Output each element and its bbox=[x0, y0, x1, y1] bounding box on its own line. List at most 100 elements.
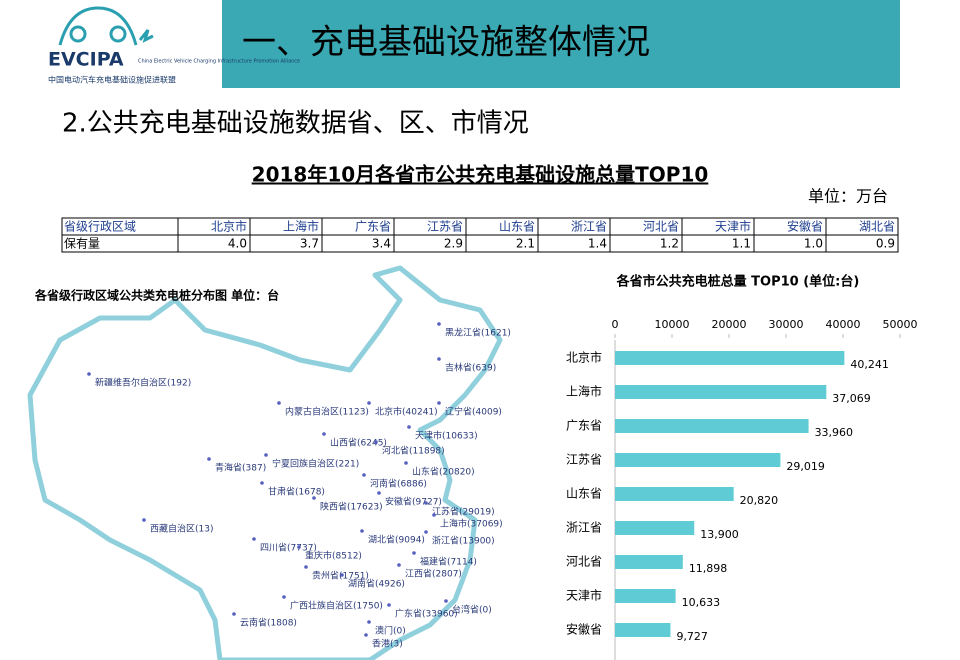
map-dot bbox=[340, 573, 344, 577]
table-text: 湖北省 bbox=[859, 219, 895, 234]
map-dot bbox=[277, 401, 281, 405]
map-dot bbox=[367, 401, 371, 405]
map-label: 上海市(37069) bbox=[440, 518, 503, 530]
map-dot bbox=[207, 457, 211, 461]
map-dot bbox=[260, 481, 264, 485]
map-dot bbox=[87, 372, 91, 376]
bar bbox=[615, 521, 695, 535]
bar-chart: 0 10000 20000 30000 40000 50000 北京市 40,241 上海市 37… bbox=[566, 318, 918, 660]
x-tick-label: 50000 bbox=[883, 318, 918, 331]
table-text: 3.7 bbox=[300, 237, 319, 251]
map-outline bbox=[27, 265, 503, 660]
map-title: 各省级行政区域公共类充电桩分布图 单位：台 bbox=[34, 288, 279, 303]
map-label: 黑龙江省(1621) bbox=[445, 327, 511, 339]
map-label: 香港(3) bbox=[372, 638, 403, 650]
value-label: 9,727 bbox=[676, 630, 708, 643]
bar bbox=[615, 385, 827, 399]
logo-english: China Electric Vehicle Charging Infrastr… bbox=[138, 59, 300, 65]
y-tick-label: 安徽省 bbox=[566, 622, 602, 637]
map-dot bbox=[322, 432, 326, 436]
map-dot bbox=[397, 563, 401, 567]
table-text: 山东省 bbox=[499, 220, 535, 234]
map-dot bbox=[404, 461, 408, 465]
map-label: 山东省(20820) bbox=[412, 466, 475, 478]
y-tick-label: 浙江省 bbox=[566, 521, 602, 535]
y-tick-label: 天津市 bbox=[566, 588, 602, 603]
map-dot bbox=[407, 425, 411, 429]
table-cell bbox=[825, 234, 899, 253]
map-label: 浙江省(13900) bbox=[432, 535, 495, 547]
map-dot bbox=[142, 518, 146, 522]
table-text: 3.4 bbox=[372, 237, 391, 251]
map-dot bbox=[312, 496, 316, 500]
table-text: 浙江省 bbox=[571, 220, 607, 234]
table-text: 天津市 bbox=[715, 219, 751, 234]
table-text: 安徽省 bbox=[787, 219, 823, 234]
table-title: 2018年10月各省市公共充电基础设施总量TOP10 bbox=[252, 163, 709, 187]
map-dot bbox=[367, 620, 371, 624]
map-label: 内蒙古自治区(1123) bbox=[285, 406, 369, 418]
map-label: 西藏自治区(13) bbox=[150, 523, 213, 535]
map-dot bbox=[282, 595, 286, 599]
map-label: 辽宁省(4009) bbox=[445, 406, 502, 418]
y-tick-label: 北京市 bbox=[566, 350, 602, 365]
value-label: 37,069 bbox=[832, 392, 871, 405]
value-label: 10,633 bbox=[682, 596, 721, 609]
map-label: 新疆维吾尔自治区(192) bbox=[95, 377, 191, 389]
table-text: 2.9 bbox=[444, 237, 463, 251]
map-dot bbox=[437, 357, 441, 361]
bar bbox=[615, 487, 734, 501]
table-text: 江苏省 bbox=[427, 220, 463, 234]
y-tick-label: 河北省 bbox=[566, 555, 602, 569]
bar bbox=[615, 555, 683, 569]
map-label: 重庆市(8512) bbox=[305, 550, 362, 562]
map-label: 甘肃省(1678) bbox=[268, 486, 325, 498]
map-label: 台湾省(0) bbox=[452, 604, 492, 616]
x-tick-label: 0 bbox=[612, 318, 619, 331]
y-tick-label: 江苏省 bbox=[566, 453, 602, 467]
map-label: 湖北省(9094) bbox=[368, 534, 425, 546]
map-dot bbox=[232, 612, 236, 616]
table-text: 4.0 bbox=[228, 237, 247, 251]
y-tick-label: 广东省 bbox=[566, 419, 602, 433]
table-text: 北京市 bbox=[211, 219, 247, 234]
value-label: 11,898 bbox=[689, 562, 728, 575]
bar bbox=[615, 453, 781, 467]
map-label: 福建省(7114) bbox=[420, 556, 477, 568]
map-label: 安徽省(9727) bbox=[385, 496, 442, 508]
table-text: 河北省 bbox=[643, 220, 679, 234]
chart-title: 各省市公共充电桩总量 TOP10 (单位:台) bbox=[616, 274, 860, 290]
map-label: 河南省(6886) bbox=[370, 478, 427, 490]
map-dot bbox=[362, 473, 366, 477]
map-label: 云南省(1808) bbox=[240, 617, 297, 629]
map-label: 澳门(0) bbox=[375, 625, 406, 637]
x-tick-label: 40000 bbox=[826, 318, 861, 331]
map-dot bbox=[374, 440, 378, 444]
table-text: 1.2 bbox=[660, 237, 679, 251]
map-dot bbox=[304, 565, 308, 569]
map-dot bbox=[360, 529, 364, 533]
table-text: 上海市 bbox=[283, 219, 319, 234]
table-text: 1.1 bbox=[732, 237, 751, 251]
map-dot bbox=[377, 491, 381, 495]
map-dot bbox=[297, 545, 301, 549]
map-label: 四川省(7737) bbox=[260, 542, 317, 554]
y-tick-label: 上海市 bbox=[566, 384, 602, 399]
map-dot bbox=[424, 530, 428, 534]
table-text: 0.9 bbox=[876, 237, 895, 251]
logo-name: EVCIPA bbox=[48, 49, 124, 71]
value-label: 33,960 bbox=[815, 426, 854, 439]
map-label: 吉林省(639) bbox=[445, 362, 496, 374]
x-tick-label: 10000 bbox=[655, 318, 690, 331]
bar bbox=[615, 419, 809, 433]
table-text: 省级行政区域 bbox=[64, 220, 136, 234]
value-label: 20,820 bbox=[740, 494, 779, 507]
map-label: 广东省(33960) bbox=[395, 608, 458, 620]
map-dot bbox=[252, 537, 256, 541]
map-dot bbox=[444, 599, 448, 603]
title-bar bbox=[222, 0, 900, 88]
map-dot bbox=[264, 453, 268, 457]
bar bbox=[615, 351, 845, 365]
